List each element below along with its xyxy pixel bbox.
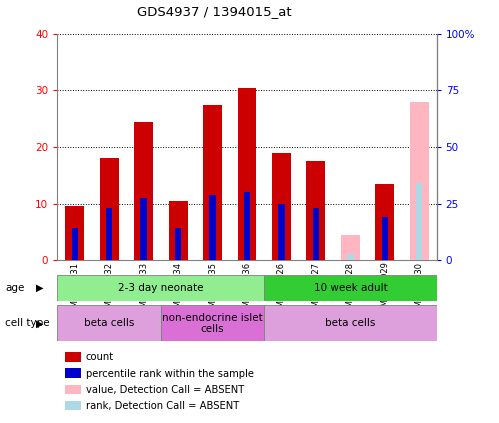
- Bar: [410, 102, 429, 260]
- Bar: [375, 184, 394, 260]
- Text: age: age: [5, 283, 24, 293]
- Bar: [203, 104, 222, 260]
- Bar: [306, 161, 325, 260]
- Bar: [57, 275, 264, 301]
- Bar: [341, 235, 360, 260]
- Text: beta cells: beta cells: [325, 319, 376, 328]
- Text: ▶: ▶: [36, 319, 43, 328]
- Bar: [161, 305, 264, 341]
- Text: cell type: cell type: [5, 319, 49, 328]
- Bar: [264, 305, 437, 341]
- Text: 10 week adult: 10 week adult: [313, 283, 387, 293]
- Text: count: count: [86, 352, 114, 363]
- Text: value, Detection Call = ABSENT: value, Detection Call = ABSENT: [86, 385, 244, 395]
- Bar: [100, 158, 119, 260]
- Bar: [278, 203, 284, 260]
- Bar: [141, 198, 147, 260]
- Bar: [382, 217, 388, 260]
- Text: non-endocrine islet
cells: non-endocrine islet cells: [162, 313, 263, 334]
- Text: percentile rank within the sample: percentile rank within the sample: [86, 368, 254, 379]
- Bar: [264, 275, 437, 301]
- Bar: [106, 208, 112, 260]
- Bar: [71, 228, 78, 260]
- Text: 2-3 day neonate: 2-3 day neonate: [118, 283, 204, 293]
- Text: GDS4937 / 1394015_at: GDS4937 / 1394015_at: [137, 5, 292, 18]
- Text: ▶: ▶: [36, 283, 43, 293]
- Bar: [313, 208, 319, 260]
- Bar: [416, 183, 423, 260]
- Bar: [347, 255, 353, 260]
- Bar: [65, 206, 84, 260]
- Bar: [169, 201, 188, 260]
- Bar: [210, 195, 216, 260]
- Bar: [57, 305, 161, 341]
- Bar: [238, 88, 256, 260]
- Bar: [175, 228, 181, 260]
- Text: rank, Detection Call = ABSENT: rank, Detection Call = ABSENT: [86, 401, 239, 411]
- Bar: [134, 121, 153, 260]
- Bar: [272, 153, 291, 260]
- Bar: [244, 192, 250, 260]
- Text: beta cells: beta cells: [84, 319, 134, 328]
